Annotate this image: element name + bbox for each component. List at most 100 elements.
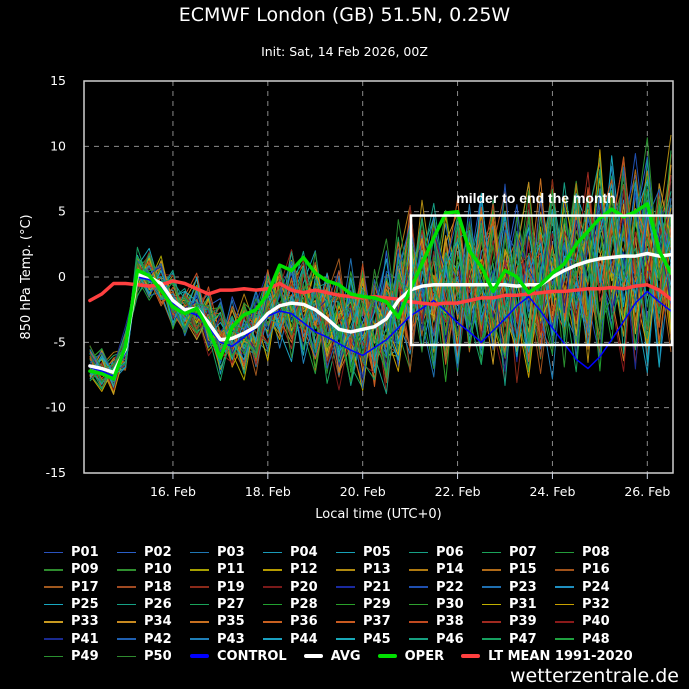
- y-tick-label: -5: [54, 334, 66, 349]
- legend-item-p32[interactable]: P32: [555, 597, 628, 612]
- legend-item-p01[interactable]: P01: [44, 545, 117, 560]
- legend-item-p04[interactable]: P04: [263, 545, 336, 560]
- legend-item-p13[interactable]: P13: [336, 562, 409, 577]
- legend-item-p25[interactable]: P25: [44, 597, 117, 612]
- legend-item-lt-mean-1991-2020[interactable]: LT MEAN 1991-2020: [461, 649, 633, 664]
- member-lines: [89, 134, 672, 395]
- legend-item-p07[interactable]: P07: [482, 545, 555, 560]
- legend-swatch: [190, 586, 209, 588]
- legend-swatch: [263, 569, 282, 571]
- legend-item-p11[interactable]: P11: [190, 562, 263, 577]
- legend-swatch: [409, 586, 428, 588]
- legend-item-p18[interactable]: P18: [117, 580, 190, 595]
- legend-label: P07: [509, 545, 537, 561]
- legend-swatch: [336, 551, 355, 554]
- legend-item-p05[interactable]: P05: [336, 545, 409, 560]
- legend-item-p43[interactable]: P43: [190, 632, 263, 647]
- legend-item-p03[interactable]: P03: [190, 545, 263, 560]
- legend-item-p36[interactable]: P36: [263, 614, 336, 629]
- legend-label: P47: [509, 631, 537, 647]
- legend-item-p19[interactable]: P19: [190, 580, 263, 595]
- lt-mean-1991-2020-line: [88, 279, 673, 307]
- legend-item-p47[interactable]: P47: [482, 632, 555, 647]
- legend-swatch: [190, 621, 209, 623]
- legend-item-avg[interactable]: AVG: [303, 649, 361, 664]
- legend-label: LT MEAN 1991-2020: [488, 648, 633, 664]
- legend-swatch: [190, 551, 209, 554]
- legend-item-p29[interactable]: P29: [336, 597, 409, 612]
- legend-item-p35[interactable]: P35: [190, 614, 263, 629]
- legend-item-p41[interactable]: P41: [44, 632, 117, 647]
- legend-item-p33[interactable]: P33: [44, 614, 117, 629]
- x-tick-label: 20. Feb: [340, 484, 386, 499]
- legend-item-p37[interactable]: P37: [336, 614, 409, 629]
- legend-item-p30[interactable]: P30: [409, 597, 482, 612]
- legend-item-p15[interactable]: P15: [482, 562, 555, 577]
- legend-item-p26[interactable]: P26: [117, 597, 190, 612]
- legend-item-p23[interactable]: P23: [482, 580, 555, 595]
- legend-item-p50[interactable]: P50: [117, 649, 190, 664]
- legend-item-p14[interactable]: P14: [409, 562, 482, 577]
- legend-item-p16[interactable]: P16: [555, 562, 628, 577]
- legend-swatch: [482, 569, 501, 571]
- legend-item-p31[interactable]: P31: [482, 597, 555, 612]
- legend-label: P50: [144, 648, 172, 664]
- x-tick-label: 18. Feb: [245, 484, 291, 499]
- legend-item-p46[interactable]: P46: [409, 632, 482, 647]
- legend-label: P06: [436, 545, 464, 561]
- legend-item-control[interactable]: CONTROL: [190, 649, 287, 664]
- member-line-p50: [89, 176, 672, 382]
- legend-label: P18: [144, 579, 172, 595]
- legend-item-p34[interactable]: P34: [117, 614, 190, 629]
- chart-subtitle: Init: Sat, 14 Feb 2026, 00Z: [261, 44, 428, 59]
- legend-item-p44[interactable]: P44: [263, 632, 336, 647]
- legend-swatch: [117, 638, 136, 640]
- legend-item-p39[interactable]: P39: [482, 614, 555, 629]
- legend-label: P44: [290, 631, 318, 647]
- legend-label: P49: [71, 648, 99, 664]
- legend-item-p49[interactable]: P49: [44, 649, 117, 664]
- legend-row: P41 P42 P43 P44 P45 P46 P47 P48: [44, 630, 684, 647]
- legend-item-p42[interactable]: P42: [117, 632, 190, 647]
- legend-swatch: [482, 586, 501, 588]
- chart-title: ECMWF London (GB) 51.5N, 0.25W: [178, 4, 511, 26]
- legend-label: P39: [509, 614, 537, 630]
- legend-item-p09[interactable]: P09: [44, 562, 117, 577]
- legend-item-p06[interactable]: P06: [409, 545, 482, 560]
- y-tick-label: -15: [46, 465, 66, 480]
- legend-item-p27[interactable]: P27: [190, 597, 263, 612]
- legend-item-p21[interactable]: P21: [336, 580, 409, 595]
- legend-swatch: [44, 638, 63, 640]
- legend-label: P34: [144, 614, 172, 630]
- legend-item-p40[interactable]: P40: [555, 614, 628, 629]
- legend-item-p38[interactable]: P38: [409, 614, 482, 629]
- legend-label: P30: [436, 597, 464, 613]
- y-tick-label: 0: [58, 269, 66, 284]
- legend-swatch: [263, 638, 282, 640]
- legend-item-p48[interactable]: P48: [555, 632, 628, 647]
- legend-label: P36: [290, 614, 318, 630]
- legend-item-p08[interactable]: P08: [555, 545, 628, 560]
- legend-item-p24[interactable]: P24: [555, 580, 628, 595]
- member-line-p41: [89, 188, 672, 379]
- legend-item-oper[interactable]: OPER: [377, 649, 444, 664]
- legend-label: P27: [217, 597, 245, 613]
- legend-swatch: [263, 586, 282, 588]
- legend-item-p10[interactable]: P10: [117, 562, 190, 577]
- ensemble-chart: 15 10 5 0 -5 -10 -15 16. Feb 18. Feb 20. Feb 22. F…: [19, 73, 674, 522]
- site-credit: wetterzentrale.de: [510, 665, 679, 687]
- legend-item-p28[interactable]: P28: [263, 597, 336, 612]
- legend-item-p17[interactable]: P17: [44, 580, 117, 595]
- legend-item-p22[interactable]: P22: [409, 580, 482, 595]
- legend-item-p12[interactable]: P12: [263, 562, 336, 577]
- legend-label: P46: [436, 631, 464, 647]
- legend-item-p20[interactable]: P20: [263, 580, 336, 595]
- legend-swatch: [482, 603, 501, 606]
- legend-label: P01: [71, 545, 99, 561]
- legend-item-p45[interactable]: P45: [336, 632, 409, 647]
- legend-label: P15: [509, 562, 537, 578]
- legend-label: P42: [144, 631, 172, 647]
- legend-row: P25 P26 P27 P28 P29 P30 P31 P32: [44, 596, 684, 613]
- legend-item-p02[interactable]: P02: [117, 545, 190, 560]
- x-axis-label: Local time (UTC+0): [315, 507, 441, 522]
